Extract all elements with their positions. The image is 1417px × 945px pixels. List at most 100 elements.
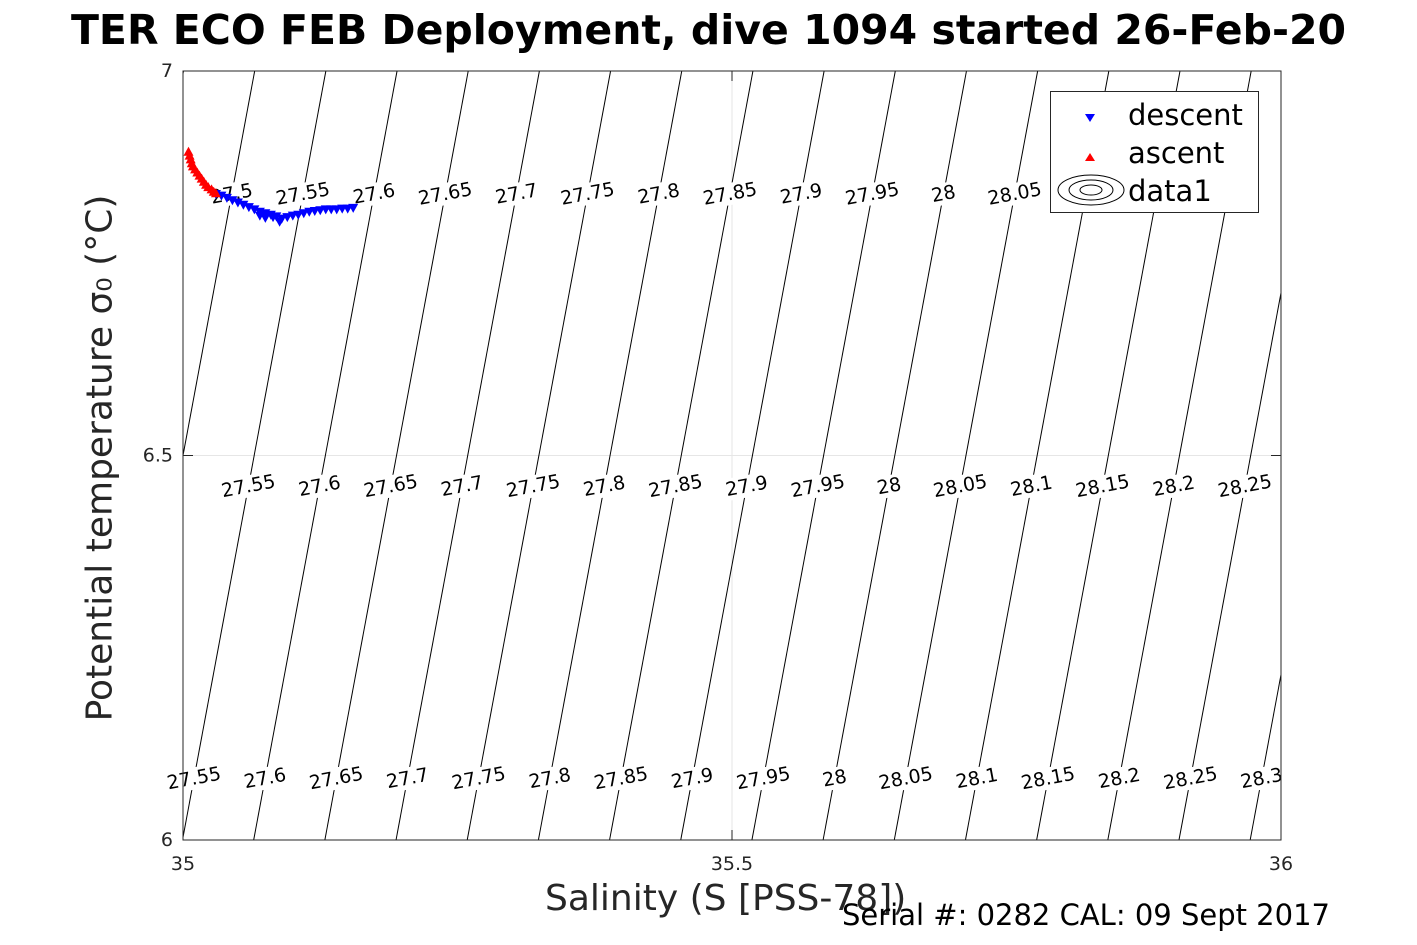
- isopycnal-label: 27.7: [491, 178, 542, 210]
- isopycnal-label-text: 27.8: [581, 472, 627, 501]
- isopycnal-label: 28.05: [983, 177, 1046, 211]
- isopycnal-line: [1178, 290, 1281, 840]
- isopycnal-label-text: 28.1: [1009, 472, 1055, 501]
- isopycnal-label-bg: [590, 762, 652, 795]
- isopycnal-label-text: 28.25: [1162, 763, 1220, 795]
- isopycnal-label-bg: [294, 471, 345, 502]
- isopycnal-label-bg: [447, 762, 510, 795]
- descent-marker: [249, 205, 260, 215]
- isopycnal-label-text: 27.7: [439, 472, 485, 501]
- isopycnal-label: 27.85: [699, 177, 761, 211]
- y-axis-label: Potential temperature σ₀ (°C): [80, 195, 121, 722]
- isopycnal-label-bg: [1149, 471, 1199, 502]
- x-tick-label: 36: [1269, 853, 1293, 875]
- series-ascent: [183, 146, 221, 198]
- isopycnal-label: 27.55: [217, 470, 280, 503]
- isopycnal-label-text: 27.8: [527, 764, 573, 793]
- isopycnal-label-text: 27.95: [844, 178, 902, 210]
- legend: descent ascent data1: [1050, 91, 1259, 213]
- isopycnal-label-text: 28.15: [1019, 763, 1077, 795]
- isopycnal-label-bg: [556, 177, 619, 211]
- legend-label-data1: data1: [1128, 174, 1212, 208]
- isopycnal-label-text: 27.75: [450, 763, 508, 795]
- isopycnal-label-bg: [240, 763, 290, 794]
- isopycnal-label-text: 27.75: [559, 178, 617, 210]
- isopycnal-label-bg: [952, 763, 1002, 794]
- descent-marker: [260, 213, 271, 223]
- isopycnal-label-bg: [721, 471, 772, 502]
- isopycnal-label: 28.3: [1236, 763, 1287, 794]
- descent-marker: [298, 209, 309, 219]
- isopycnal-label-text: 27.8: [636, 179, 682, 208]
- isopycnal-label-bg: [437, 471, 487, 502]
- isopycnal-label-bg: [272, 177, 334, 211]
- isopycnal-label-bg: [1159, 762, 1222, 795]
- isopycnal-label-text: 28.2: [1151, 472, 1197, 501]
- isopycnal-label: 27.8: [525, 763, 575, 794]
- isopycnal-label-bg: [1006, 471, 1057, 502]
- isopycnal-label-bg: [927, 180, 960, 208]
- descent-marker: [232, 198, 243, 208]
- legend-item-descent: descent: [1051, 96, 1258, 132]
- isopycnal-label: 28.25: [1159, 762, 1222, 795]
- isopycnal-label-bg: [983, 177, 1046, 211]
- isopycnal-label: 27.65: [305, 762, 368, 795]
- isopycnal-label-text: 28: [821, 765, 849, 791]
- isopycnal-label: 28: [818, 765, 851, 792]
- isopycnal-label-text: 27.55: [220, 470, 278, 502]
- isopycnal-label: 27.7: [437, 471, 487, 502]
- isopycnal-label: 27.95: [787, 470, 849, 503]
- isopycnal-label-bg: [1214, 470, 1276, 503]
- x-axis-label: Salinity (S [PSS-78]): [545, 878, 907, 919]
- isopycnal-label-bg: [305, 762, 368, 795]
- isopycnal-label-bg: [732, 762, 795, 795]
- isopycnal-label-bg: [360, 470, 422, 503]
- isopycnal-label: 27.95: [841, 177, 904, 211]
- isopycnal-label-bg: [776, 178, 826, 210]
- isopycnal-label: 28.15: [1017, 762, 1079, 795]
- isopycnal-label-bg: [667, 763, 717, 794]
- isopycnal-label-bg: [818, 765, 851, 792]
- isopycnal-label-bg: [1071, 470, 1134, 503]
- y-axis-label-text: Potential temperature σ₀ (°C): [79, 194, 121, 722]
- isopycnal-label-text: 28.25: [1216, 470, 1274, 502]
- isopycnal-label-text: 27.9: [778, 179, 824, 208]
- y-tick-label: 6.5: [143, 445, 173, 467]
- isopycnal-label-text: 27.7: [385, 764, 431, 793]
- isopycnal-label-text: 27.85: [701, 178, 759, 210]
- isopycnal-label-text: 28: [930, 181, 958, 207]
- isopycnal-label-bg: [875, 762, 937, 795]
- descent-marker: [227, 196, 238, 206]
- isopycnal-label-text: 27.9: [724, 472, 770, 501]
- legend-label-descent: descent: [1128, 98, 1243, 132]
- isopycnal-label-text: 28.1: [954, 764, 1000, 793]
- isopycnal-label-text: 28.3: [1239, 764, 1285, 793]
- chart-title: TER ECO FEB Deployment, dive 1094 starte…: [70, 6, 1347, 54]
- isopycnal-label-text: 27.55: [165, 763, 223, 795]
- isopycnal-label-text: 28.05: [986, 178, 1044, 210]
- isopycnal-label: 27.6: [294, 471, 345, 502]
- isopycnal-label: 27.9: [667, 763, 717, 794]
- descent-marker: [221, 193, 232, 203]
- legend-item-data1: data1: [1051, 172, 1258, 208]
- isopycnal-label: 27.85: [590, 762, 652, 795]
- isopycnal-label-text: 27.6: [242, 764, 288, 793]
- isopycnal-label: 27.8: [634, 178, 684, 210]
- isopycnal-label-text: 27.9: [669, 764, 715, 793]
- isopycnal-label: 27.75: [556, 177, 619, 211]
- isopycnal-label-bg: [841, 177, 904, 211]
- isopycnal-label: 28.25: [1214, 470, 1276, 503]
- isopycnal-label-bg: [634, 178, 684, 210]
- isopycnal-label-text: 27.95: [735, 763, 793, 795]
- isopycnal-label: 28.05: [929, 470, 991, 503]
- descent-marker: [293, 210, 304, 220]
- y-tick-label: 7: [161, 60, 173, 82]
- isopycnal-label-bg: [699, 177, 761, 211]
- isopycnal-label: 27.7: [382, 763, 433, 794]
- isopycnal-label-bg: [873, 472, 905, 500]
- descent-marker: [282, 213, 293, 223]
- series-descent: [210, 190, 359, 227]
- isopycnal-label: 27.75: [447, 762, 510, 795]
- isopycnal-label: 28.2: [1149, 471, 1199, 502]
